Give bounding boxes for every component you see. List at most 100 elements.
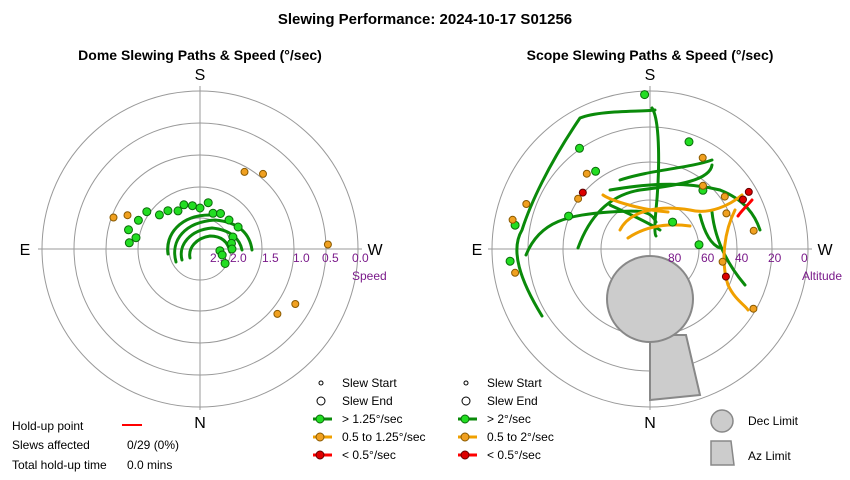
dome-grid (38, 86, 362, 410)
dome-scale-title: Speed (352, 269, 387, 283)
scope-slew-point-medium (698, 153, 707, 162)
scope-scale-label: 80 (668, 251, 682, 265)
scope-slew-point-fast (694, 240, 704, 250)
scope-slew-path-fast (576, 163, 714, 250)
scope-compass-south: S (645, 67, 656, 84)
scope-slew-point-fast (505, 256, 515, 266)
dome-slew-point-medium (323, 240, 332, 249)
dome-slew-point-fast (124, 225, 133, 235)
legend-slew-start-label: Slew Start (487, 376, 542, 390)
scope-slew-point-fast (684, 137, 694, 147)
dome-slew-point-fast (187, 201, 197, 211)
holdup-summary: Hold-up point Slews affected 0/29 (0%) T… (12, 419, 179, 472)
scope-scale-title: Altitude (802, 269, 842, 283)
scope-slew-point-fast (591, 166, 601, 176)
dome-slew-point-fast (195, 203, 205, 213)
scope-scale-label: 40 (735, 251, 749, 265)
figure-title: Slewing Performance: 2024-10-17 S01256 (278, 11, 572, 28)
dome-slew-point-fast (179, 200, 189, 210)
legend-az-limit-symbol (710, 440, 735, 466)
dome-slew-point-medium (259, 169, 267, 178)
legend-slew-end-label: Slew End (342, 394, 393, 408)
scope-scale-label: 60 (701, 251, 715, 265)
dome-slew-point-fast (224, 215, 234, 225)
dome-slew-point-fast (131, 233, 141, 243)
legend-slow-marker (460, 450, 470, 460)
scope-slew-path-fast (515, 108, 657, 318)
legend-slew-start-marker (463, 380, 469, 386)
scope-slew-path-medium (618, 193, 744, 232)
scope-slew-point-slow (721, 272, 730, 281)
dome-compass-east: E (20, 242, 31, 259)
scope-slew-path-medium (722, 208, 750, 312)
scope-slew-path-medium (601, 193, 670, 214)
dome-slew-points (109, 167, 332, 318)
scope-slew-path-slow (736, 198, 754, 218)
dome-scale-label: 2.0 (230, 251, 247, 265)
dome-slew-point-fast (233, 222, 243, 232)
scope-compass-west: W (817, 242, 833, 259)
legend-slew-end-marker (461, 396, 471, 406)
scope-legend: Slew Start Slew End > 2°/sec 0.5 to 2°/s… (458, 376, 799, 466)
legend-dec-limit-label: Dec Limit (748, 414, 799, 428)
dome-slew-point-fast (216, 209, 225, 218)
legend-medium-marker (460, 432, 470, 442)
dome-slew-point-fast (227, 244, 237, 254)
dome-slew-point-fast (220, 259, 230, 268)
holdup-time-label: Total hold-up time (12, 458, 107, 472)
legend-slow-label: < 0.5°/sec (342, 448, 396, 462)
legend-slow-marker (315, 450, 325, 460)
scope-chart: Scope Slewing Paths & Speed (°/sec) S N … (472, 47, 843, 432)
legend-medium-label: 0.5 to 1.25°/sec (342, 430, 426, 444)
scope-slew-path-fast (698, 213, 722, 250)
scope-slew-path-fast (608, 182, 762, 232)
legend-az-limit-label: Az Limit (748, 449, 791, 463)
scope-slew-point-medium (722, 209, 731, 218)
scope-slew-point-medium (749, 304, 758, 313)
scope-dec-limit-region (606, 255, 694, 343)
dome-compass-west: W (367, 242, 383, 259)
holdup-point-label: Hold-up point (12, 419, 84, 433)
dome-slew-paths (166, 213, 254, 264)
scope-scale-label: 0 (801, 251, 808, 265)
dome-compass-north: N (194, 415, 206, 432)
dome-slew-path (166, 213, 212, 256)
dome-slew-point-medium (109, 213, 118, 222)
legend-fast-label: > 2°/sec (487, 412, 531, 426)
dome-slew-point-fast (208, 208, 218, 218)
dome-slew-point-fast (154, 210, 164, 220)
legend-fast-marker (460, 414, 470, 424)
scope-slew-point-medium (508, 215, 517, 224)
dome-slew-point-medium (240, 167, 249, 176)
scope-slew-point-slow (744, 187, 753, 196)
holdup-slews-value: 0/29 (0%) (127, 438, 179, 452)
dome-slew-path (173, 218, 254, 264)
dome-slew-point-fast (142, 207, 152, 217)
scope-slew-point-slow (739, 195, 747, 204)
dome-scale-label: 1.5 (262, 251, 279, 265)
legend-slow-label: < 0.5°/sec (487, 448, 541, 462)
dome-scale-label: 0.5 (322, 251, 339, 265)
scope-compass-east: E (472, 242, 483, 259)
holdup-slews-label: Slews affected (12, 438, 90, 452)
scope-slew-path-medium (626, 223, 692, 240)
dome-slew-point-medium (123, 211, 132, 220)
legend-slew-end-marker (316, 396, 326, 406)
dome-slew-point-fast (173, 206, 183, 216)
legend-slew-start-label: Slew Start (342, 376, 397, 390)
scope-slew-point-slow (578, 188, 587, 197)
scope-slew-point-medium (574, 194, 583, 203)
scope-slew-point-medium (582, 169, 591, 178)
dome-legend: Slew Start Slew End > 1.25°/sec 0.5 to 1… (313, 376, 426, 462)
scope-slew-path-fast (524, 209, 658, 257)
legend-dec-limit-symbol (710, 409, 734, 433)
dome-slew-point-fast (217, 250, 227, 260)
scope-slew-path-fast (618, 158, 714, 182)
dome-slew-point-medium (291, 300, 300, 308)
dome-scale-label: 0.0 (352, 251, 369, 265)
scope-slew-point-medium (511, 268, 520, 277)
legend-fast-marker (315, 414, 325, 424)
scope-subtitle: Scope Slewing Paths & Speed (°/sec) (527, 47, 774, 63)
legend-slew-start-marker (318, 380, 324, 386)
